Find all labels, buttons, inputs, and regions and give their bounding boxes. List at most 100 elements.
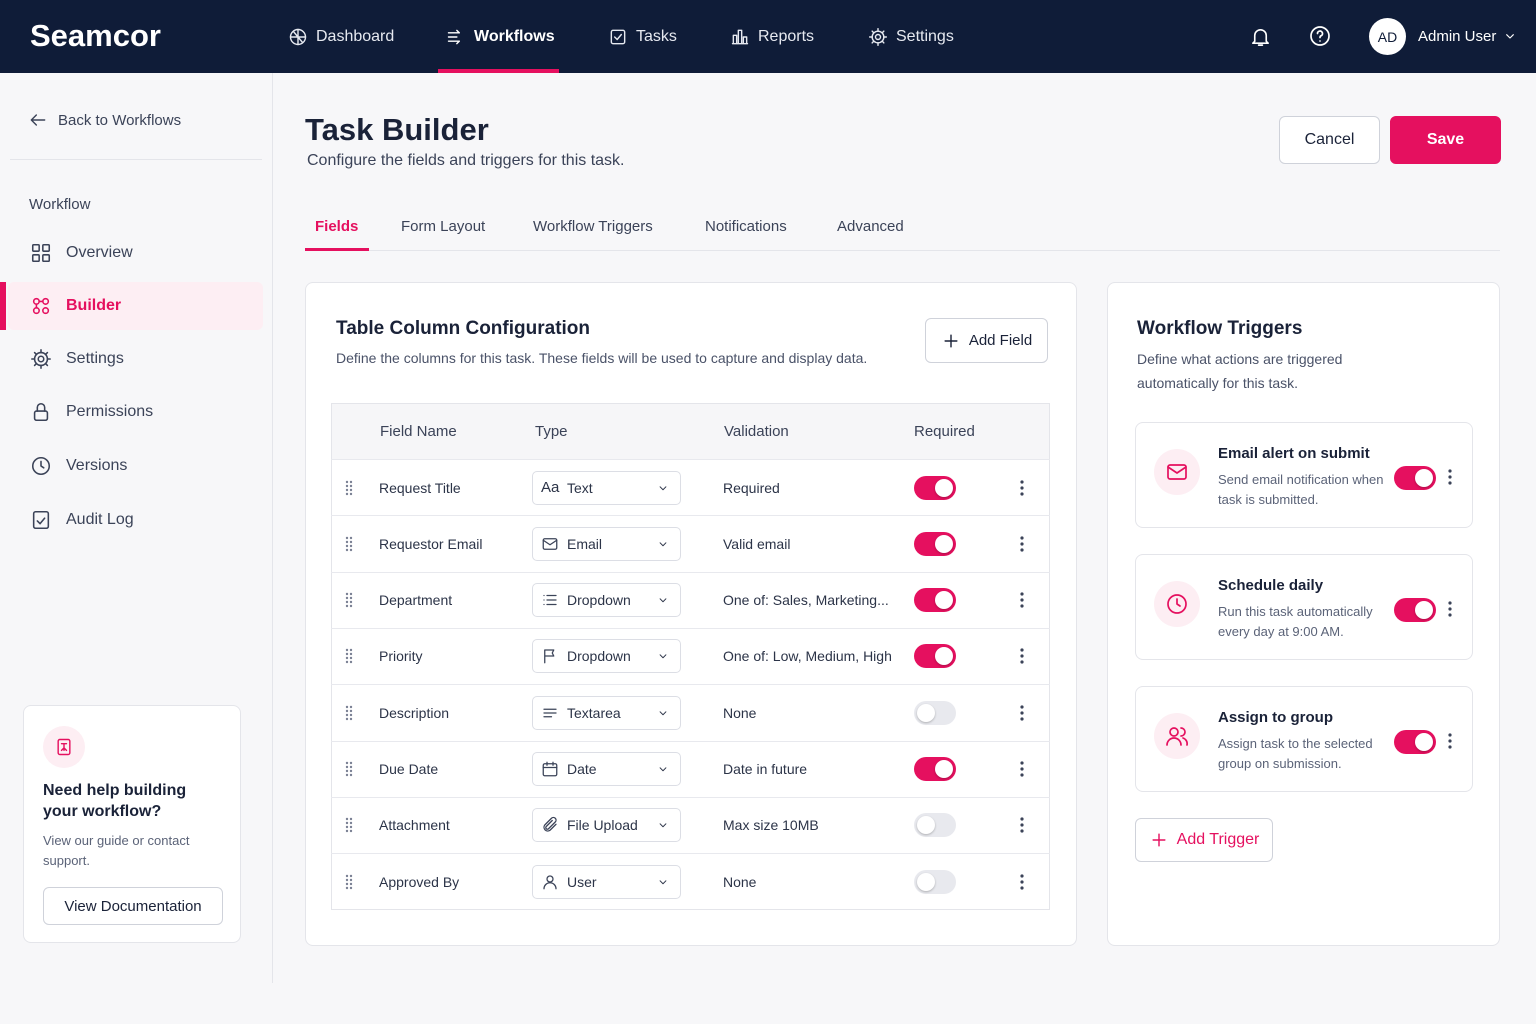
icon — [1020, 817, 1024, 833]
notifications[interactable] — [1249, 25, 1272, 48]
tab[interactable]: Advanced — [837, 218, 904, 235]
trigger-toggle[interactable] — [1394, 466, 1436, 490]
row-menu[interactable] — [1020, 536, 1024, 552]
tab[interactable]: Notifications — [705, 218, 787, 235]
nav-label: Workflows — [474, 27, 555, 45]
sidebar-item[interactable]: Builder — [8, 282, 263, 330]
sidebar-item[interactable]: Versions — [8, 442, 263, 490]
nav-item[interactable]: Settings — [860, 0, 968, 73]
icon-shape — [349, 769, 353, 773]
type-select[interactable]: Aa Text — [532, 470, 681, 505]
row-menu[interactable] — [1020, 592, 1024, 608]
trigger-menu[interactable] — [1448, 733, 1452, 749]
help-icon — [43, 726, 85, 768]
sidebar-item[interactable]: Audit Log — [8, 496, 263, 544]
icon — [544, 649, 555, 664]
sidebar-item[interactable]: Settings — [8, 335, 263, 383]
icon-shape — [1020, 648, 1024, 652]
help-button[interactable]: View Documentation — [43, 887, 223, 925]
nav-item[interactable]: Tasks — [600, 0, 688, 73]
type-select[interactable]: File Upload — [532, 808, 681, 843]
icon — [659, 598, 667, 603]
tab[interactable]: Fields — [315, 218, 359, 235]
drag-handle[interactable] — [345, 592, 353, 608]
required-toggle[interactable] — [914, 475, 956, 500]
required-toggle[interactable] — [914, 644, 956, 669]
type-select[interactable]: Textarea — [532, 695, 681, 730]
icon-shape — [349, 480, 353, 483]
required-toggle[interactable] — [914, 813, 956, 838]
row-menu[interactable] — [1020, 705, 1024, 721]
required-toggle[interactable] — [914, 588, 956, 613]
save-button[interactable]: Save — [1390, 116, 1501, 164]
icon-shape — [345, 826, 349, 829]
cancel-button[interactable]: Cancel — [1279, 116, 1380, 164]
row-menu[interactable] — [1020, 873, 1024, 890]
add-trigger-button[interactable]: Add Trigger — [1135, 818, 1273, 862]
type-label: User — [567, 873, 597, 890]
trigger-text: Send email notification when task is sub… — [1218, 472, 1384, 507]
drag-handle[interactable] — [345, 536, 353, 552]
nav-item[interactable]: Reports — [722, 0, 826, 73]
field-name: Due Date — [379, 761, 439, 777]
sidebar-label: Builder — [66, 297, 122, 314]
trigger-menu[interactable] — [1448, 601, 1452, 617]
trigger-menu[interactable] — [1448, 469, 1452, 485]
nav-item[interactable]: Dashboard — [280, 0, 408, 73]
icon-shape — [610, 29, 626, 44]
required-toggle[interactable] — [914, 869, 956, 894]
icon-shape — [349, 488, 353, 491]
icon — [542, 761, 558, 777]
drag-handle[interactable] — [345, 648, 353, 664]
user-name[interactable]: Admin User — [1418, 28, 1497, 45]
icon-shape — [37, 355, 45, 363]
icon-shape — [542, 539, 558, 546]
required-toggle[interactable] — [914, 700, 956, 725]
icon-shape — [32, 297, 40, 305]
drag-handle[interactable] — [345, 817, 353, 833]
drag-handle[interactable] — [345, 705, 353, 721]
row-menu[interactable] — [1020, 479, 1024, 496]
tab[interactable]: Workflow Triggers — [533, 218, 653, 235]
tab[interactable]: Form Layout — [401, 218, 486, 235]
nav-item[interactable]: Workflows — [438, 0, 559, 73]
trigger-toggle[interactable] — [1394, 730, 1436, 754]
help[interactable] — [1308, 24, 1332, 48]
type-select[interactable]: Date — [532, 752, 681, 786]
icon-shape — [1252, 28, 1269, 46]
drag-handle[interactable] — [345, 761, 353, 777]
row-menu[interactable] — [1020, 648, 1024, 664]
required-toggle[interactable] — [914, 531, 956, 556]
icon-shape — [349, 717, 353, 720]
icon-shape — [345, 536, 349, 539]
select-chevron — [656, 762, 670, 776]
field-row: Requestor Email Email Valid email — [331, 515, 1050, 571]
trigger-toggle[interactable] — [1394, 598, 1436, 622]
type-select[interactable]: Dropdown — [532, 583, 681, 618]
icon-shape — [543, 708, 557, 718]
add-field-button[interactable]: Add Field — [925, 318, 1048, 363]
drag-handle[interactable] — [345, 480, 353, 496]
icon-shape — [1176, 598, 1181, 607]
row-menu[interactable] — [1020, 817, 1024, 833]
type-select[interactable]: User — [532, 864, 681, 899]
icon — [1167, 594, 1187, 614]
row-menu[interactable] — [1020, 761, 1024, 777]
sidebar-item[interactable]: Permissions — [8, 388, 263, 436]
brand[interactable]: Seamcor — [30, 18, 161, 53]
drag-handle[interactable] — [345, 874, 353, 890]
fields-title: Table Column Configuration — [336, 318, 591, 339]
required-toggle[interactable] — [914, 757, 956, 781]
plus-icon — [941, 331, 961, 351]
validation: One of: Sales, Marketing... — [723, 592, 889, 609]
user-menu[interactable] — [1502, 28, 1518, 44]
back-link[interactable]: Back to Workflows — [28, 110, 181, 130]
type-select[interactable]: Dropdown — [532, 639, 681, 674]
icon-shape — [874, 33, 882, 40]
sidebar-item[interactable]: Overview — [8, 229, 263, 277]
icon-shape — [1169, 727, 1179, 737]
select-chevron — [656, 706, 670, 720]
avatar[interactable]: AD — [1369, 18, 1406, 55]
type-select[interactable]: Email — [532, 526, 681, 561]
